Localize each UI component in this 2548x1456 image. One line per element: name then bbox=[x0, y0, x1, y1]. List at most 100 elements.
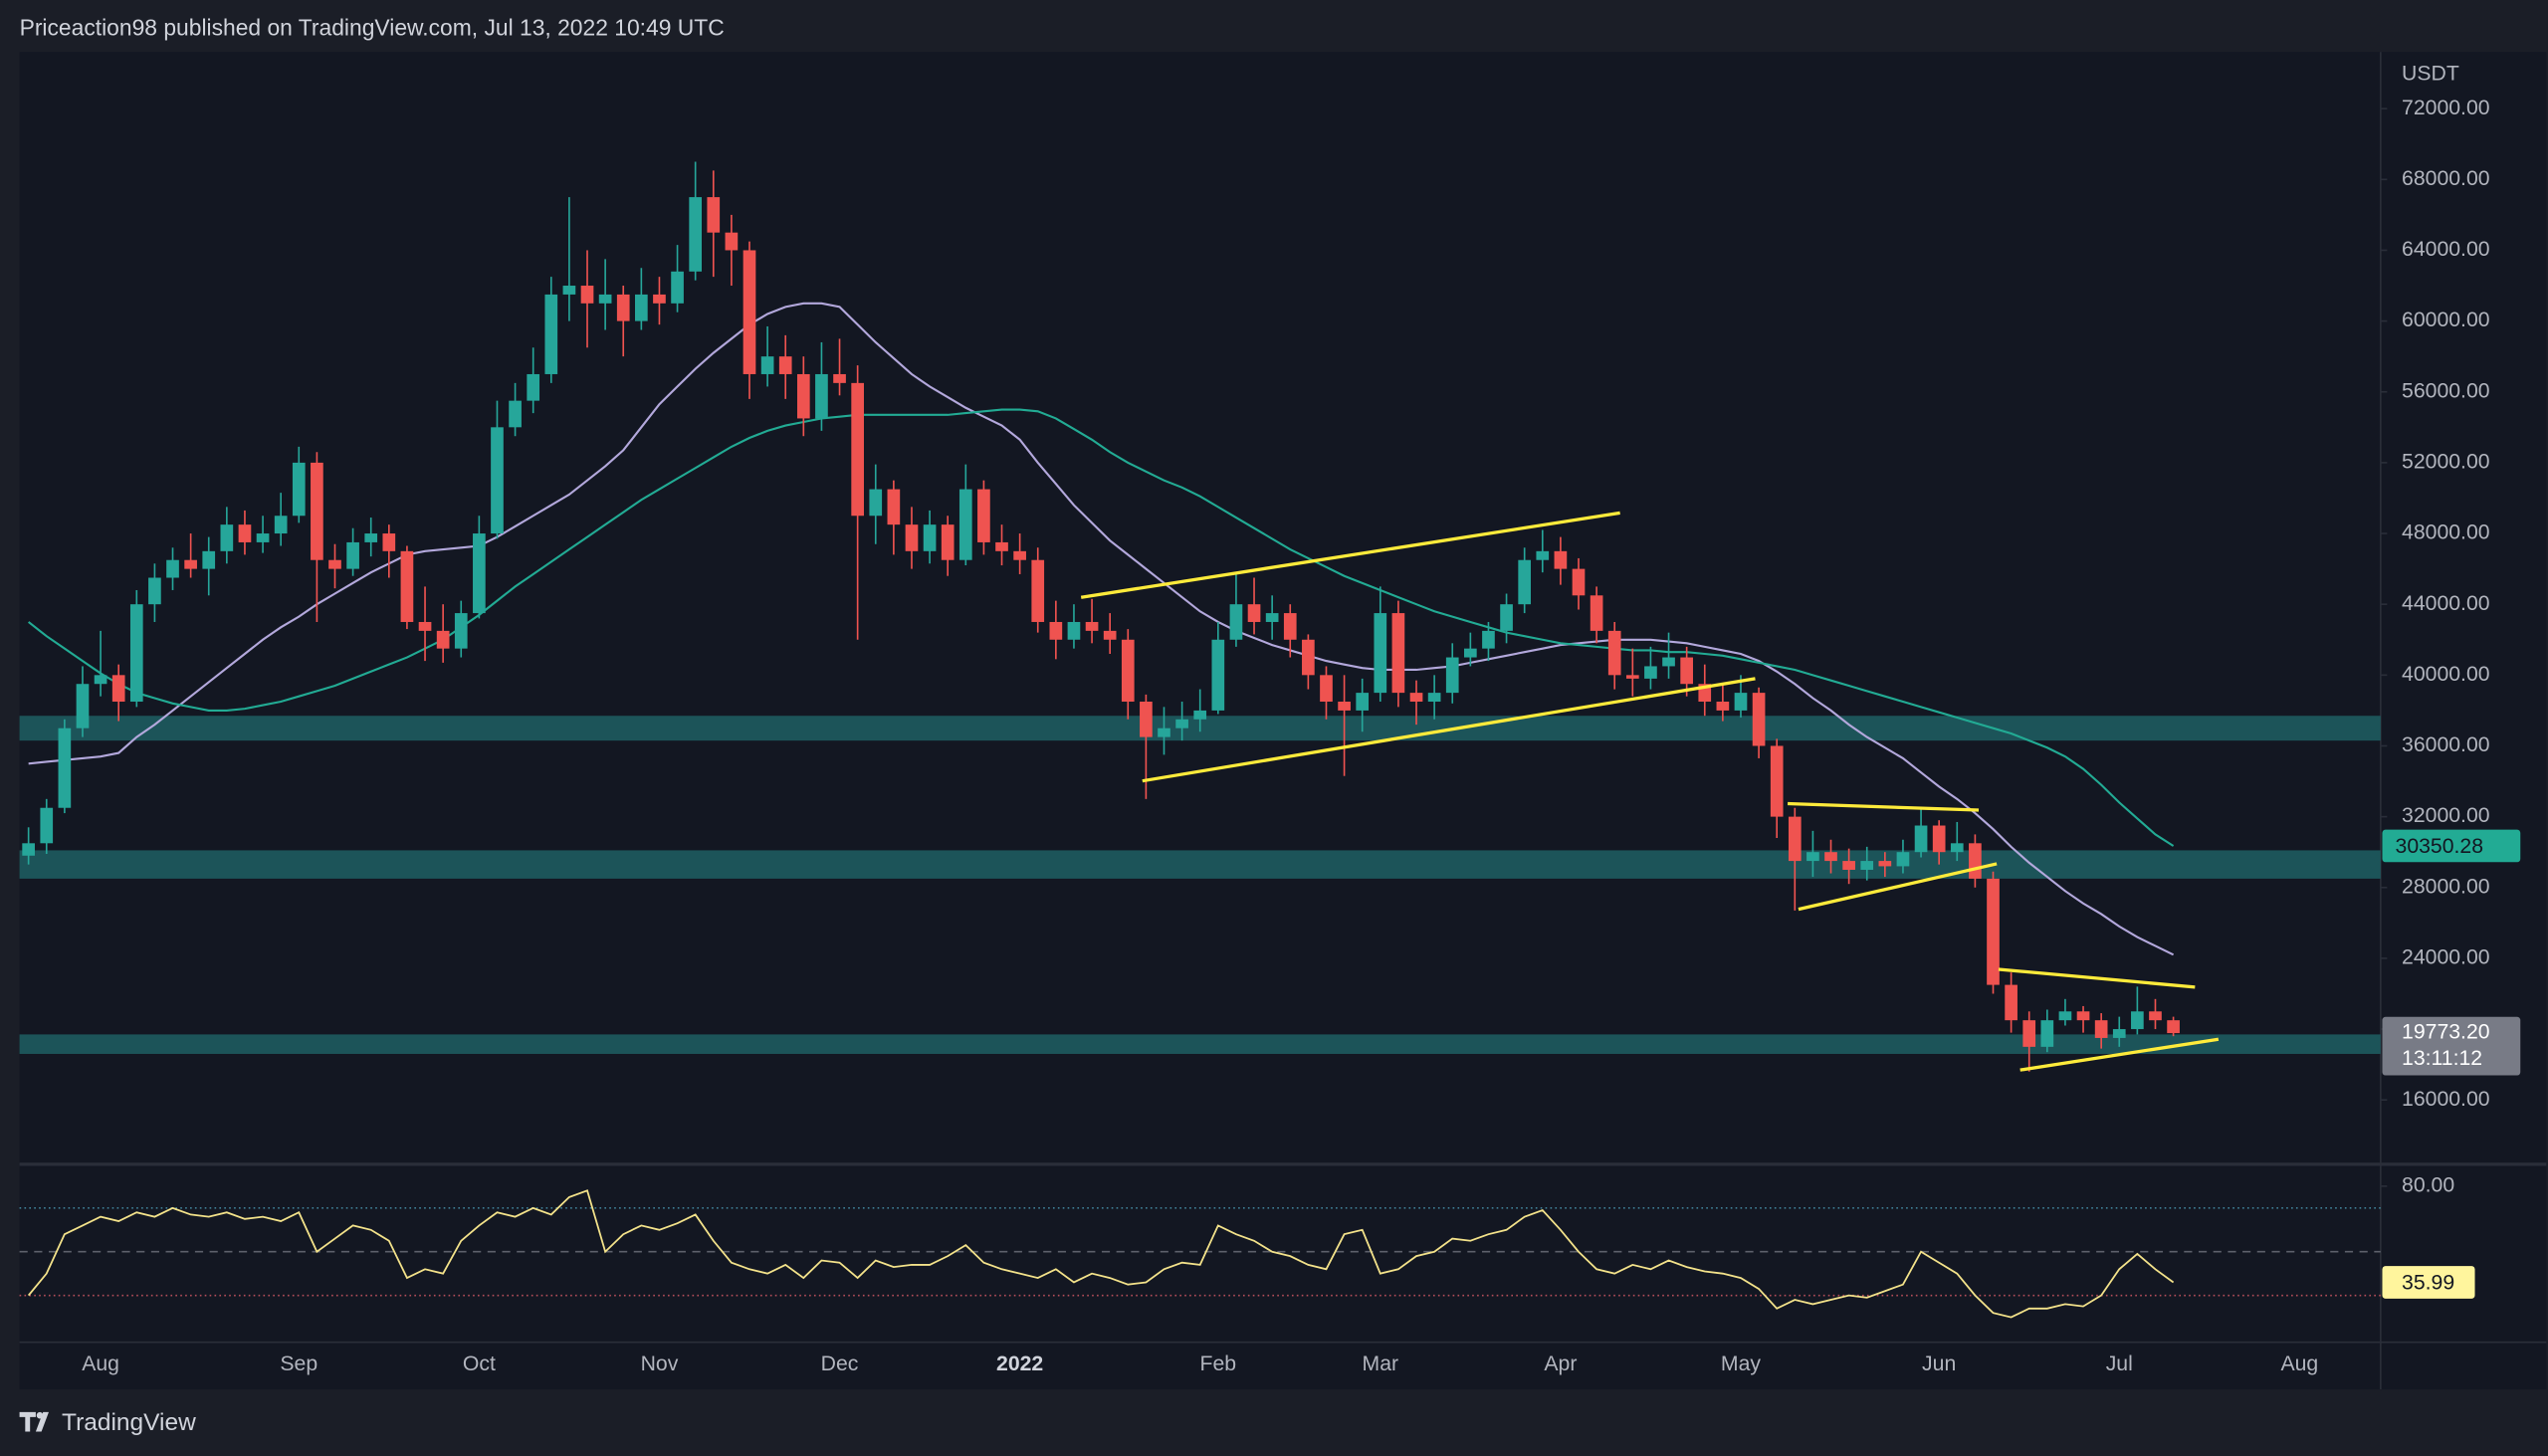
candle-body bbox=[1806, 852, 1819, 862]
candle-body bbox=[1013, 550, 1026, 560]
candle-body bbox=[1067, 621, 1081, 640]
candle-body bbox=[941, 524, 955, 560]
candle-body bbox=[544, 294, 558, 374]
candle-body bbox=[958, 489, 972, 560]
candle-body bbox=[184, 559, 197, 569]
y-tick-label: 56000.00 bbox=[2402, 379, 2490, 402]
candle-body bbox=[2022, 1020, 2036, 1047]
y-tick-label: 36000.00 bbox=[2402, 733, 2490, 756]
candle-body bbox=[76, 684, 90, 728]
y-tick-label: 52000.00 bbox=[2402, 451, 2490, 474]
candle-body bbox=[1500, 604, 1513, 631]
x-tick-label: Apr bbox=[1544, 1352, 1577, 1375]
candle-body bbox=[1247, 604, 1261, 622]
candle-body bbox=[1896, 852, 1910, 867]
candle-body bbox=[94, 675, 107, 685]
candle-body bbox=[1229, 604, 1243, 640]
candle-body bbox=[166, 559, 179, 578]
candle-body bbox=[1049, 621, 1063, 640]
candle-body bbox=[869, 489, 883, 517]
candle-body bbox=[148, 577, 161, 605]
candle-body bbox=[1265, 613, 1279, 622]
candle-body bbox=[1842, 861, 1855, 870]
candle-body bbox=[1374, 613, 1387, 694]
last-price-label: 19773.20 bbox=[2402, 1021, 2490, 1044]
candle-body bbox=[580, 286, 594, 304]
candle-body bbox=[760, 356, 774, 374]
candle-body bbox=[2005, 984, 2017, 1021]
footer-brand: TradingView bbox=[62, 1409, 196, 1436]
footer-logo bbox=[19, 1411, 49, 1432]
y-tick-label: 40000.00 bbox=[2402, 663, 2490, 686]
candle-body bbox=[1878, 861, 1892, 867]
trendline bbox=[1998, 967, 2196, 989]
x-tick-label: Jul bbox=[2106, 1352, 2133, 1375]
x-tick-label: Sep bbox=[280, 1352, 318, 1375]
candle-body bbox=[1140, 702, 1153, 737]
y-tick-label: 16000.00 bbox=[2402, 1088, 2490, 1111]
y-tick-label: 72000.00 bbox=[2402, 97, 2490, 119]
y-tick-label: 32000.00 bbox=[2402, 804, 2490, 827]
candle-body bbox=[851, 382, 864, 517]
candle-body bbox=[1409, 693, 1423, 703]
candle-body bbox=[796, 373, 810, 419]
candle-body bbox=[2076, 1011, 2090, 1021]
currency-label: USDT bbox=[2402, 63, 2459, 86]
candle-body bbox=[436, 630, 450, 649]
candle-body bbox=[1482, 630, 1495, 649]
candle-body bbox=[328, 559, 341, 569]
candle-body bbox=[671, 271, 684, 304]
candle-body bbox=[1572, 568, 1586, 596]
y-tick-label: 80.00 bbox=[2402, 1174, 2454, 1197]
moving-average-line bbox=[28, 302, 2175, 956]
trendline bbox=[1798, 862, 1998, 912]
y-tick-label: 28000.00 bbox=[2402, 875, 2490, 898]
candle-body bbox=[1302, 639, 1315, 676]
trendline bbox=[1142, 677, 1756, 783]
y-tick-label: 68000.00 bbox=[2402, 167, 2490, 190]
candle-body bbox=[1950, 843, 1964, 853]
candle-body bbox=[1824, 852, 1837, 862]
candle-body bbox=[1536, 550, 1550, 560]
candle-body bbox=[292, 462, 306, 517]
candle-body bbox=[202, 550, 216, 569]
candle-body bbox=[1518, 559, 1532, 605]
candle-body bbox=[1590, 595, 1603, 631]
candle-body bbox=[2040, 1020, 2054, 1047]
candle-body bbox=[382, 533, 396, 551]
candle-body bbox=[1969, 843, 1982, 879]
candle-body bbox=[1734, 693, 1748, 711]
candle-body bbox=[707, 197, 721, 233]
candle-body bbox=[527, 373, 540, 401]
candle-body bbox=[653, 294, 666, 304]
candle-body bbox=[1175, 719, 1188, 728]
candle-body bbox=[905, 524, 919, 551]
y-tick-label: 60000.00 bbox=[2402, 309, 2490, 331]
candle-body bbox=[364, 533, 378, 542]
candle-body bbox=[1338, 702, 1351, 711]
support-zone bbox=[19, 850, 2381, 879]
x-tick-label: Aug bbox=[82, 1352, 119, 1375]
candle-body bbox=[454, 613, 468, 649]
logo-t bbox=[19, 1411, 36, 1432]
support-zone bbox=[19, 1034, 2381, 1054]
candle-body bbox=[833, 373, 846, 383]
candle-body bbox=[616, 294, 630, 321]
x-tick-label: Dec bbox=[821, 1352, 859, 1375]
candle-body bbox=[509, 400, 522, 428]
candle-body bbox=[2167, 1020, 2180, 1034]
candle-body bbox=[1356, 693, 1370, 711]
logo-v bbox=[35, 1411, 49, 1432]
x-tick-label: Jun bbox=[1922, 1352, 1956, 1375]
candle-body bbox=[1987, 878, 2000, 985]
candle-body bbox=[743, 250, 756, 374]
candle-body bbox=[1752, 693, 1766, 746]
candle-body bbox=[1158, 728, 1170, 737]
candle-body bbox=[1427, 693, 1441, 703]
x-tick-label: Nov bbox=[641, 1352, 679, 1375]
candle-body bbox=[129, 604, 143, 703]
last-price-tag bbox=[2382, 1016, 2521, 1076]
candle-body bbox=[2058, 1011, 2072, 1021]
candle-body bbox=[346, 541, 359, 569]
